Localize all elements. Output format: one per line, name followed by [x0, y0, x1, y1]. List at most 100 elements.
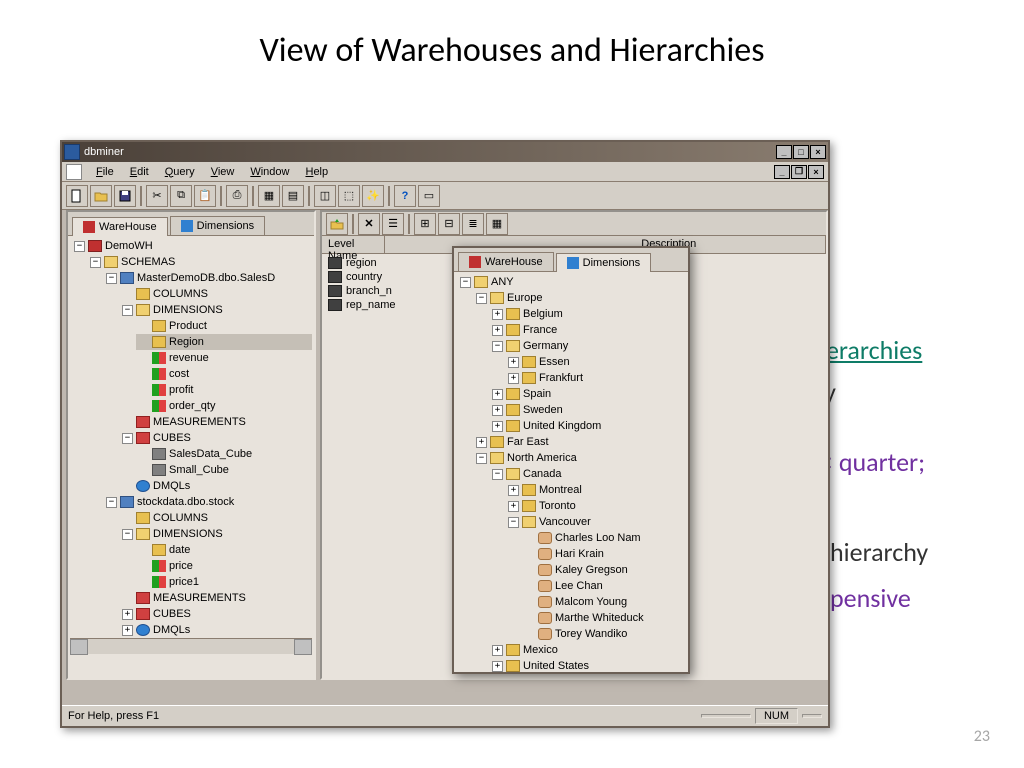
expand-icon[interactable]	[138, 369, 149, 380]
titlebar[interactable]: dbminer _ □ ×	[62, 142, 828, 162]
tree-node[interactable]: Torey Wandiko	[522, 626, 686, 642]
tree-node[interactable]: Marthe Whiteduck	[522, 610, 686, 626]
tree-node[interactable]: +Frankfurt	[506, 370, 686, 386]
tree-node[interactable]: +Far East	[474, 434, 686, 450]
tree-node[interactable]: −Germany	[490, 338, 686, 354]
tree-node[interactable]: COLUMNS	[120, 286, 312, 302]
tree-node[interactable]: Small_Cube	[136, 462, 312, 478]
tool1-button[interactable]: ◫	[314, 185, 336, 207]
tree-node[interactable]: Product	[136, 318, 312, 334]
tree-node[interactable]: +Mexico	[490, 642, 686, 658]
expand-icon[interactable]: +	[492, 405, 503, 416]
open-button[interactable]	[90, 185, 112, 207]
mdi-restore-button[interactable]: ❐	[791, 165, 807, 179]
expand-icon[interactable]: −	[122, 305, 133, 316]
tree-node[interactable]: cost	[136, 366, 312, 382]
expand-icon[interactable]: −	[492, 469, 503, 480]
expand-icon[interactable]: −	[476, 293, 487, 304]
expand-icon[interactable]: −	[122, 433, 133, 444]
tree-node[interactable]: +Sweden	[490, 402, 686, 418]
tree-node[interactable]: Kaley Gregson	[522, 562, 686, 578]
expand-icon[interactable]: −	[74, 241, 85, 252]
tree-node[interactable]: −Canada	[490, 466, 686, 482]
expand-icon[interactable]: −	[106, 273, 117, 284]
expand-icon[interactable]: −	[90, 257, 101, 268]
expand-icon[interactable]	[122, 289, 133, 300]
tree-node[interactable]: Malcom Young	[522, 594, 686, 610]
expand-icon[interactable]: −	[122, 529, 133, 540]
expand-icon[interactable]	[138, 337, 149, 348]
tree-node[interactable]: order_qty	[136, 398, 312, 414]
expand-icon[interactable]: +	[492, 389, 503, 400]
about-button[interactable]: ▭	[418, 185, 440, 207]
expand-icon[interactable]: +	[122, 625, 133, 636]
tree-node[interactable]: price	[136, 558, 312, 574]
tree-node[interactable]: MEASUREMENTS	[120, 414, 312, 430]
expand-icon[interactable]	[138, 385, 149, 396]
expand-icon[interactable]: +	[476, 437, 487, 448]
tree-node[interactable]: +United Kingdom	[490, 418, 686, 434]
tree-node[interactable]: Region	[136, 334, 312, 350]
tree-node[interactable]: +Toronto	[506, 498, 686, 514]
menu-file[interactable]: File	[88, 164, 122, 180]
tree-node[interactable]: profit	[136, 382, 312, 398]
warehouse-tree[interactable]: −DemoWH−SCHEMAS−MasterDemoDB.dbo.SalesDC…	[68, 236, 314, 678]
tree-node[interactable]: SalesData_Cube	[136, 446, 312, 462]
expand-icon[interactable]: +	[508, 501, 519, 512]
tree-node[interactable]: −DemoWH	[72, 238, 312, 254]
view1-button[interactable]: ▦	[258, 185, 280, 207]
tree-node[interactable]: +United States	[490, 658, 686, 672]
expand-icon[interactable]: +	[122, 609, 133, 620]
expand-icon[interactable]	[138, 545, 149, 556]
tree-node[interactable]: +Montreal	[506, 482, 686, 498]
expand-icon[interactable]: +	[508, 485, 519, 496]
props-button[interactable]: ☰	[382, 213, 404, 235]
tree-node[interactable]: date	[136, 542, 312, 558]
expand-icon[interactable]: −	[492, 341, 503, 352]
mdi-close-button[interactable]: ×	[808, 165, 824, 179]
expand-icon[interactable]	[524, 565, 535, 576]
expand-icon[interactable]	[138, 353, 149, 364]
close-button[interactable]: ×	[810, 145, 826, 159]
expand-icon[interactable]: +	[508, 357, 519, 368]
expand-icon[interactable]	[524, 581, 535, 592]
expand-icon[interactable]: +	[508, 373, 519, 384]
viewmode2-button[interactable]: ⊟	[438, 213, 460, 235]
new-button[interactable]	[66, 185, 88, 207]
expand-icon[interactable]	[122, 513, 133, 524]
tab-dimensions[interactable]: Dimensions	[170, 216, 265, 235]
dimensions-tree[interactable]: −ANY−Europe+Belgium+France−Germany+Essen…	[454, 272, 688, 672]
tree-node[interactable]: Charles Loo Nam	[522, 530, 686, 546]
expand-icon[interactable]	[524, 549, 535, 560]
copy-button[interactable]: ⧉	[170, 185, 192, 207]
tab-dimensions[interactable]: Dimensions	[556, 253, 651, 272]
up-button[interactable]	[326, 213, 348, 235]
expand-icon[interactable]	[138, 577, 149, 588]
expand-icon[interactable]: −	[508, 517, 519, 528]
expand-icon[interactable]: −	[476, 453, 487, 464]
tree-node[interactable]: +DMQLs	[120, 622, 312, 638]
view2-button[interactable]: ▤	[282, 185, 304, 207]
mdi-minimize-button[interactable]: _	[774, 165, 790, 179]
wizard-button[interactable]: ✨	[362, 185, 384, 207]
tree-node[interactable]: COLUMNS	[120, 510, 312, 526]
expand-icon[interactable]	[138, 465, 149, 476]
menu-edit[interactable]: Edit	[122, 164, 157, 180]
tab-warehouse[interactable]: WareHouse	[458, 252, 554, 271]
viewmode1-button[interactable]: ⊞	[414, 213, 436, 235]
expand-icon[interactable]: +	[492, 645, 503, 656]
expand-icon[interactable]: −	[106, 497, 117, 508]
tree-node[interactable]: −DIMENSIONS	[120, 526, 312, 542]
col-levelname[interactable]: Level Name	[322, 236, 385, 253]
tab-warehouse[interactable]: WareHouse	[72, 217, 168, 236]
tree-node[interactable]: +Belgium	[490, 306, 686, 322]
tree-node[interactable]: −CUBES	[120, 430, 312, 446]
expand-icon[interactable]	[524, 533, 535, 544]
tree-node[interactable]: −stockdata.dbo.stock	[104, 494, 312, 510]
cut-button[interactable]: ✂	[146, 185, 168, 207]
scrollbar[interactable]	[70, 638, 312, 654]
delete-button[interactable]: ✕	[358, 213, 380, 235]
minimize-button[interactable]: _	[776, 145, 792, 159]
tree-node[interactable]: −DIMENSIONS	[120, 302, 312, 318]
tree-node[interactable]: +Spain	[490, 386, 686, 402]
